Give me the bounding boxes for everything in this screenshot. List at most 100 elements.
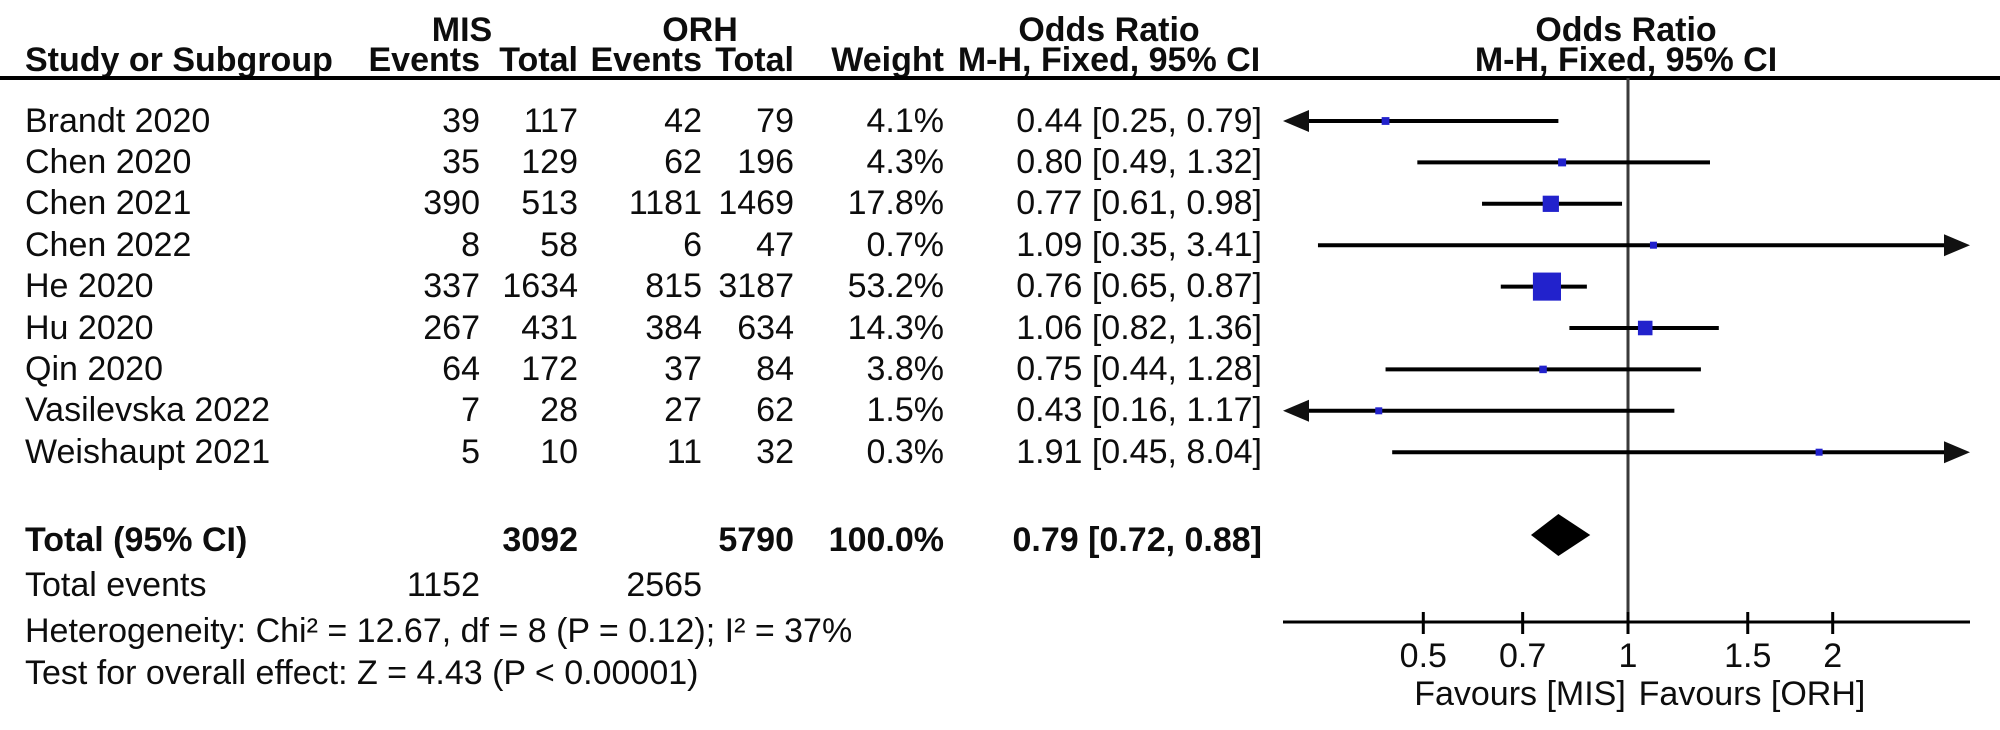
orh-events-cell: 42 (664, 102, 702, 140)
weight-cell: 1.5% (866, 391, 945, 429)
group-header-orh: ORH (662, 11, 738, 49)
or-marker (1381, 117, 1390, 125)
or-ci-cell: 0.80 [0.49, 1.32] (1016, 143, 1262, 181)
tick-label: 0.5 (1399, 637, 1447, 675)
orh-total-cell: 3187 (718, 267, 794, 305)
orh-total-cell: 47 (756, 226, 794, 264)
weight-cell: 17.8% (847, 184, 944, 222)
or-ci-cell: 1.91 [0.45, 8.04] (1016, 433, 1262, 471)
tick-label: 1.5 (1724, 637, 1772, 675)
study-label: Qin 2020 (25, 350, 163, 388)
mis-events-cell: 267 (423, 309, 480, 347)
orh-total-cell: 79 (756, 102, 794, 140)
mis-total-cell: 513 (521, 184, 578, 222)
mis-events-cell: 337 (423, 267, 480, 305)
or-ci-cell: 0.43 [0.16, 1.17] (1016, 391, 1262, 429)
weight-cell: 4.1% (866, 102, 945, 140)
or-marker (1542, 195, 1559, 212)
orh-events-cell: 1181 (628, 184, 702, 222)
mis-total-cell: 129 (521, 143, 578, 181)
study-label: Weishaupt 2021 (25, 433, 271, 471)
right-arrow (1944, 441, 1970, 464)
study-label: Chen 2022 (25, 226, 192, 264)
weight-cell: 0.7% (866, 226, 945, 264)
orh-events-cell: 815 (645, 267, 702, 305)
right-arrow (1944, 234, 1970, 257)
summary-diamond (1530, 514, 1591, 556)
col-header-mh-ci-text: M-H, Fixed, 95% CI (957, 41, 1261, 79)
or-marker (1375, 407, 1383, 415)
mis-total-cell: 28 (540, 391, 578, 429)
orh-total-cell: 1469 (718, 184, 794, 222)
total-events-label: Total events (25, 566, 207, 604)
mis-total-cell: 10 (540, 433, 578, 471)
group-header-mis: MIS (431, 11, 493, 49)
mis-total-cell: 431 (521, 309, 578, 347)
tick-label: 0.7 (1499, 637, 1547, 675)
study-label: Vasilevska 2022 (25, 391, 271, 429)
col-header-orh-total: Total (715, 41, 794, 79)
mis-events-cell: 35 (442, 143, 480, 181)
weight-cell: 14.3% (847, 309, 944, 347)
favours-right-label: Favours [ORH] (1638, 675, 1866, 713)
orh-total-cell: 84 (756, 350, 794, 388)
col-header-orh-events: Events (590, 41, 703, 79)
tick-label: 2 (1823, 637, 1843, 675)
mis-events-cell: 8 (461, 226, 480, 264)
weight-cell: 3.8% (866, 350, 945, 388)
orh-events-cell: 27 (664, 391, 702, 429)
tick-label: 1 (1618, 637, 1638, 675)
orh-events-cell: 384 (645, 309, 702, 347)
study-label: Hu 2020 (25, 309, 154, 347)
orh-total-cell: 32 (756, 433, 794, 471)
col-header-mis-events: Events (368, 41, 481, 79)
orh-events-cell: 11 (666, 433, 702, 471)
mis-total-cell: 1634 (502, 267, 578, 305)
favours-left-label: Favours [MIS] (1414, 675, 1626, 713)
total-or-ci: 0.79 [0.72, 0.88] (1012, 521, 1262, 559)
orh-events-cell: 6 (683, 226, 702, 264)
col-header-mh-ci-plot: M-H, Fixed, 95% CI (1474, 41, 1778, 79)
or-ci-cell: 0.75 [0.44, 1.28] (1016, 350, 1262, 388)
total-events-orh: 2565 (626, 566, 702, 604)
study-label: He 2020 (25, 267, 154, 305)
total-mis-total: 3092 (502, 521, 578, 559)
overall-effect-note: Test for overall effect: Z = 4.43 (P < 0… (25, 654, 699, 692)
mis-events-cell: 39 (442, 102, 480, 140)
col-header-weight: Weight (831, 41, 944, 79)
mis-events-cell: 390 (423, 184, 480, 222)
mis-total-cell: 117 (523, 102, 578, 140)
weight-cell: 0.3% (866, 433, 945, 471)
orh-events-cell: 62 (664, 143, 702, 181)
or-marker (1649, 241, 1657, 249)
or-marker (1558, 158, 1567, 167)
or-ci-cell: 1.06 [0.82, 1.36] (1016, 309, 1262, 347)
heterogeneity-note: Heterogeneity: Chi² = 12.67, df = 8 (P =… (25, 612, 853, 650)
or-ci-cell: 0.77 [0.61, 0.98] (1016, 184, 1262, 222)
or-marker (1637, 320, 1653, 336)
left-arrow (1283, 399, 1309, 422)
mis-total-cell: 172 (521, 350, 578, 388)
header-rule (0, 76, 2000, 80)
or-ci-cell: 0.76 [0.65, 0.87] (1016, 267, 1262, 305)
orh-total-cell: 196 (737, 143, 794, 181)
total-orh-total: 5790 (718, 521, 794, 559)
mis-events-cell: 7 (461, 391, 480, 429)
weight-cell: 53.2% (847, 267, 944, 305)
study-label: Chen 2020 (25, 143, 192, 181)
odds-ratio-header-plot: Odds Ratio (1535, 11, 1717, 49)
col-header-study: Study or Subgroup (25, 41, 333, 79)
orh-total-cell: 634 (737, 309, 794, 347)
orh-total-cell: 62 (756, 391, 794, 429)
mis-events-cell: 5 (461, 433, 480, 471)
total-row-label: Total (95% CI) (25, 521, 248, 559)
or-marker (1539, 365, 1547, 374)
weight-cell: 4.3% (866, 143, 945, 181)
or-ci-cell: 0.44 [0.25, 0.79] (1016, 102, 1262, 140)
study-label: Chen 2021 (25, 184, 192, 222)
mis-events-cell: 64 (442, 350, 480, 388)
col-header-mis-total: Total (499, 41, 578, 79)
or-marker (1532, 272, 1561, 301)
